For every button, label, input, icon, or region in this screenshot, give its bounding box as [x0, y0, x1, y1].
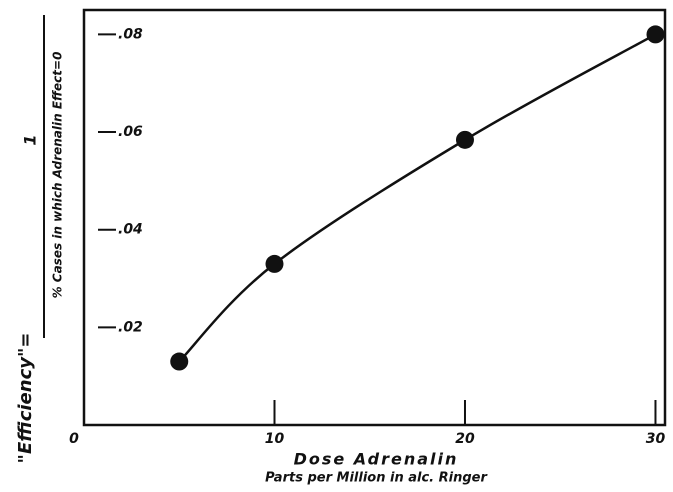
- y-label-prefix: "Efficiency"=: [15, 333, 36, 464]
- x-tick-label: 20: [455, 431, 475, 447]
- y-tick-label: .06: [118, 124, 143, 140]
- data-point: [646, 25, 665, 44]
- x-tick-label: 30: [646, 431, 666, 447]
- x-tick-label: 10: [265, 431, 285, 447]
- y-label-denominator: % Cases in which Adrenalin Effect=0: [51, 52, 65, 299]
- x-tick-label: 0: [69, 431, 79, 447]
- y-tick-label: .02: [118, 319, 143, 335]
- x-label-sub: Parts per Million in alc. Ringer: [265, 471, 488, 486]
- data-point: [455, 130, 474, 149]
- data-point: [265, 254, 284, 273]
- curve: [178, 33, 657, 363]
- data-point: [170, 352, 189, 371]
- y-tick-label: .04: [118, 222, 143, 238]
- y-label-numerator: 1: [21, 134, 40, 145]
- x-label: Dose Adrenalin: [294, 450, 459, 469]
- plot-frame: [82, 8, 667, 427]
- y-tick-label: .08: [118, 26, 143, 42]
